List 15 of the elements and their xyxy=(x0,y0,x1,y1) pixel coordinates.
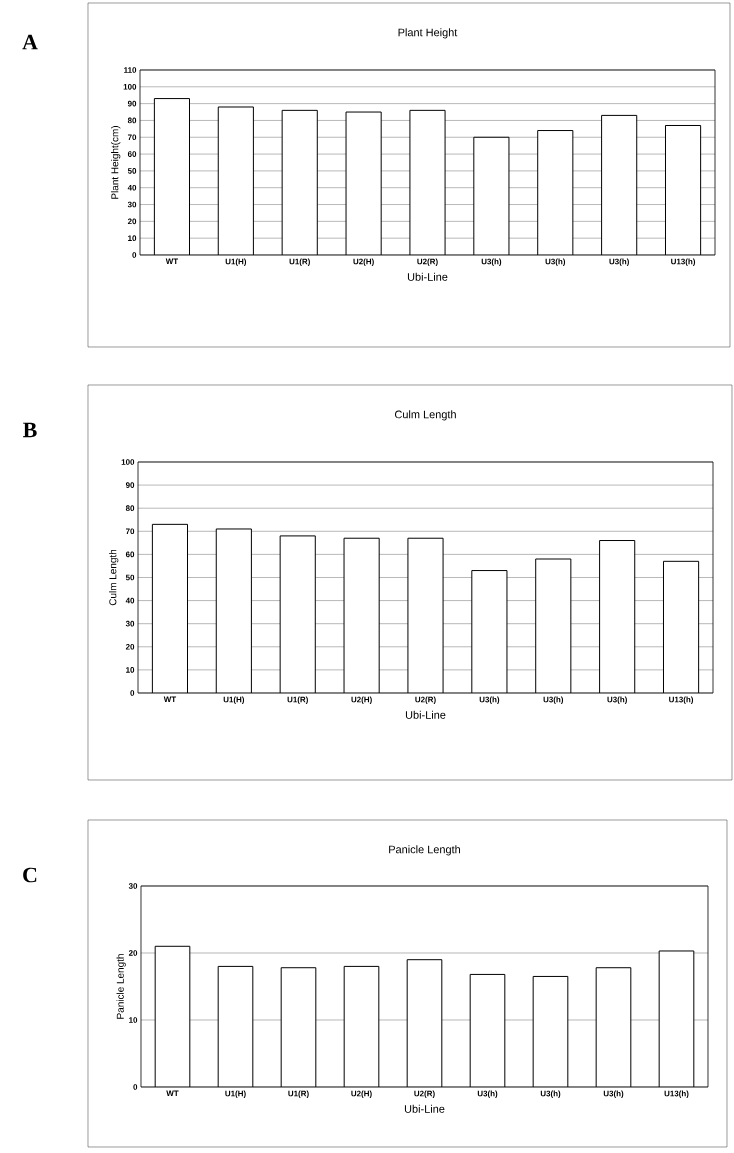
bar xyxy=(215,528,252,693)
x-axis-title: Ubi-Line xyxy=(404,1104,445,1113)
x-axis-title: Ubi-Line xyxy=(405,710,446,719)
chart-title: Plant Height xyxy=(398,28,458,39)
bar xyxy=(473,136,510,255)
text: A xyxy=(22,34,38,50)
y-axis-title: Plant Height(cm) xyxy=(111,126,121,199)
text: B xyxy=(23,422,37,438)
text: C xyxy=(23,867,37,883)
y-axis-title: Culm Length xyxy=(109,549,119,606)
bar xyxy=(658,950,695,1087)
x-axis-title: Ubi-Line xyxy=(407,272,448,281)
y-axis-title: Panicle Length xyxy=(116,954,126,1019)
chart-title: Panicle Length xyxy=(389,845,461,856)
chart-title: Culm Length xyxy=(395,410,456,421)
